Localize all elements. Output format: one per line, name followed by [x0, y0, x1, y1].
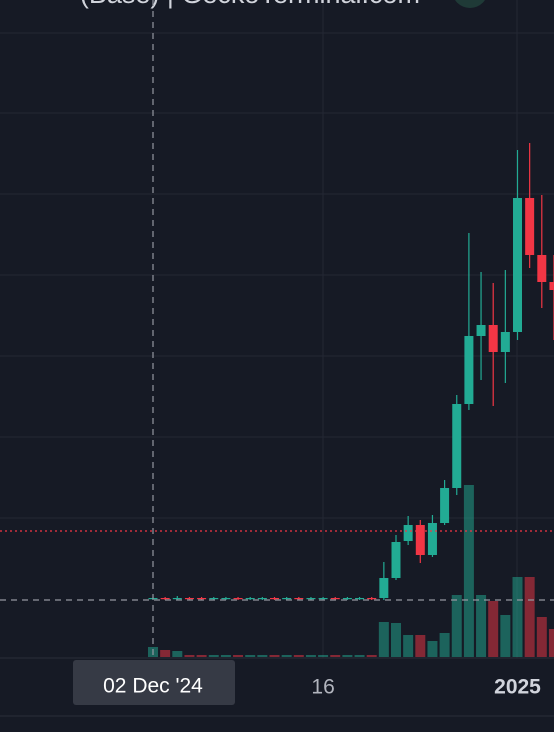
x-axis-labels: 02 Dec '24 16 2025: [73, 660, 541, 705]
candle-body: [257, 598, 267, 600]
x-tick-label: 2025: [494, 676, 541, 699]
volume-bar: [342, 655, 353, 657]
candle-body: [282, 598, 292, 600]
candle-body: [294, 598, 304, 600]
candle-body: [391, 542, 401, 578]
volume-bar: [524, 577, 535, 657]
candle-body: [172, 598, 182, 600]
volume-bar: [172, 651, 183, 657]
crosshair-label-box: [73, 660, 235, 705]
volume-bar: [233, 655, 244, 657]
volume-bar: [184, 655, 195, 657]
candle-body: [330, 598, 340, 600]
candle-body: [355, 598, 365, 600]
chart-title: (Base) | GeckoTerminal.com: [80, 0, 420, 9]
crosshair-label: 02 Dec '24: [103, 675, 203, 698]
volume-bar: [451, 595, 462, 657]
volume-bar: [415, 635, 426, 657]
icon: [455, 0, 485, 8]
candle-body: [476, 325, 486, 336]
candle-body: [513, 198, 522, 332]
candle-body: [440, 488, 450, 523]
volume-bar: [439, 633, 450, 657]
candle-body: [500, 332, 510, 352]
candle-body: [318, 598, 328, 600]
candle-body: [525, 198, 535, 255]
candle-body: [197, 598, 207, 600]
volume-bar: [257, 655, 268, 657]
candle-body: [184, 598, 194, 600]
volume-bar: [463, 485, 474, 657]
candle-body: [367, 598, 377, 600]
volume-bar: [293, 655, 304, 657]
volume-bar: [500, 615, 511, 657]
volume-bar: [245, 655, 256, 657]
volume-bar: [318, 655, 329, 657]
candle-body: [488, 325, 498, 352]
candle-body: [379, 578, 389, 598]
volume-bar: [391, 623, 401, 657]
candle-body: [427, 523, 437, 555]
candle-body: [403, 525, 413, 541]
volume-bar: [366, 655, 377, 657]
volume-bar: [220, 655, 231, 657]
candle-layer: [148, 143, 554, 600]
x-tick-label: 16: [311, 676, 334, 699]
candle-body: [209, 598, 219, 600]
candle-body: [306, 598, 316, 600]
volume-bar: [196, 655, 207, 657]
volume-bar: [160, 650, 171, 657]
candle-body: [549, 282, 554, 290]
volume-bar: [512, 577, 523, 657]
volume-bar: [305, 655, 316, 657]
candle-body: [464, 336, 474, 404]
volume-bar: [427, 641, 438, 657]
candle-body: [221, 598, 231, 600]
volume-bar: [378, 622, 389, 657]
volume-bar: [403, 635, 414, 657]
volume-bar: [548, 629, 554, 657]
volume-bar: [281, 655, 292, 657]
volume-bar: [208, 655, 219, 657]
candle-body: [270, 598, 279, 600]
volume-bar: [536, 617, 547, 657]
volume-bar: [269, 655, 280, 657]
candle-body: [160, 598, 170, 600]
volume-bar: [330, 655, 341, 657]
candle-body: [245, 598, 255, 600]
candle-body: [452, 404, 462, 488]
candle-body: [415, 525, 425, 555]
volume-bar: [354, 655, 365, 657]
candle-body: [537, 255, 547, 282]
grid: [0, 0, 554, 658]
candle-body: [233, 598, 243, 600]
volume-bar: [488, 601, 499, 657]
candle-body: [342, 598, 352, 600]
volume-bar: [476, 595, 487, 657]
